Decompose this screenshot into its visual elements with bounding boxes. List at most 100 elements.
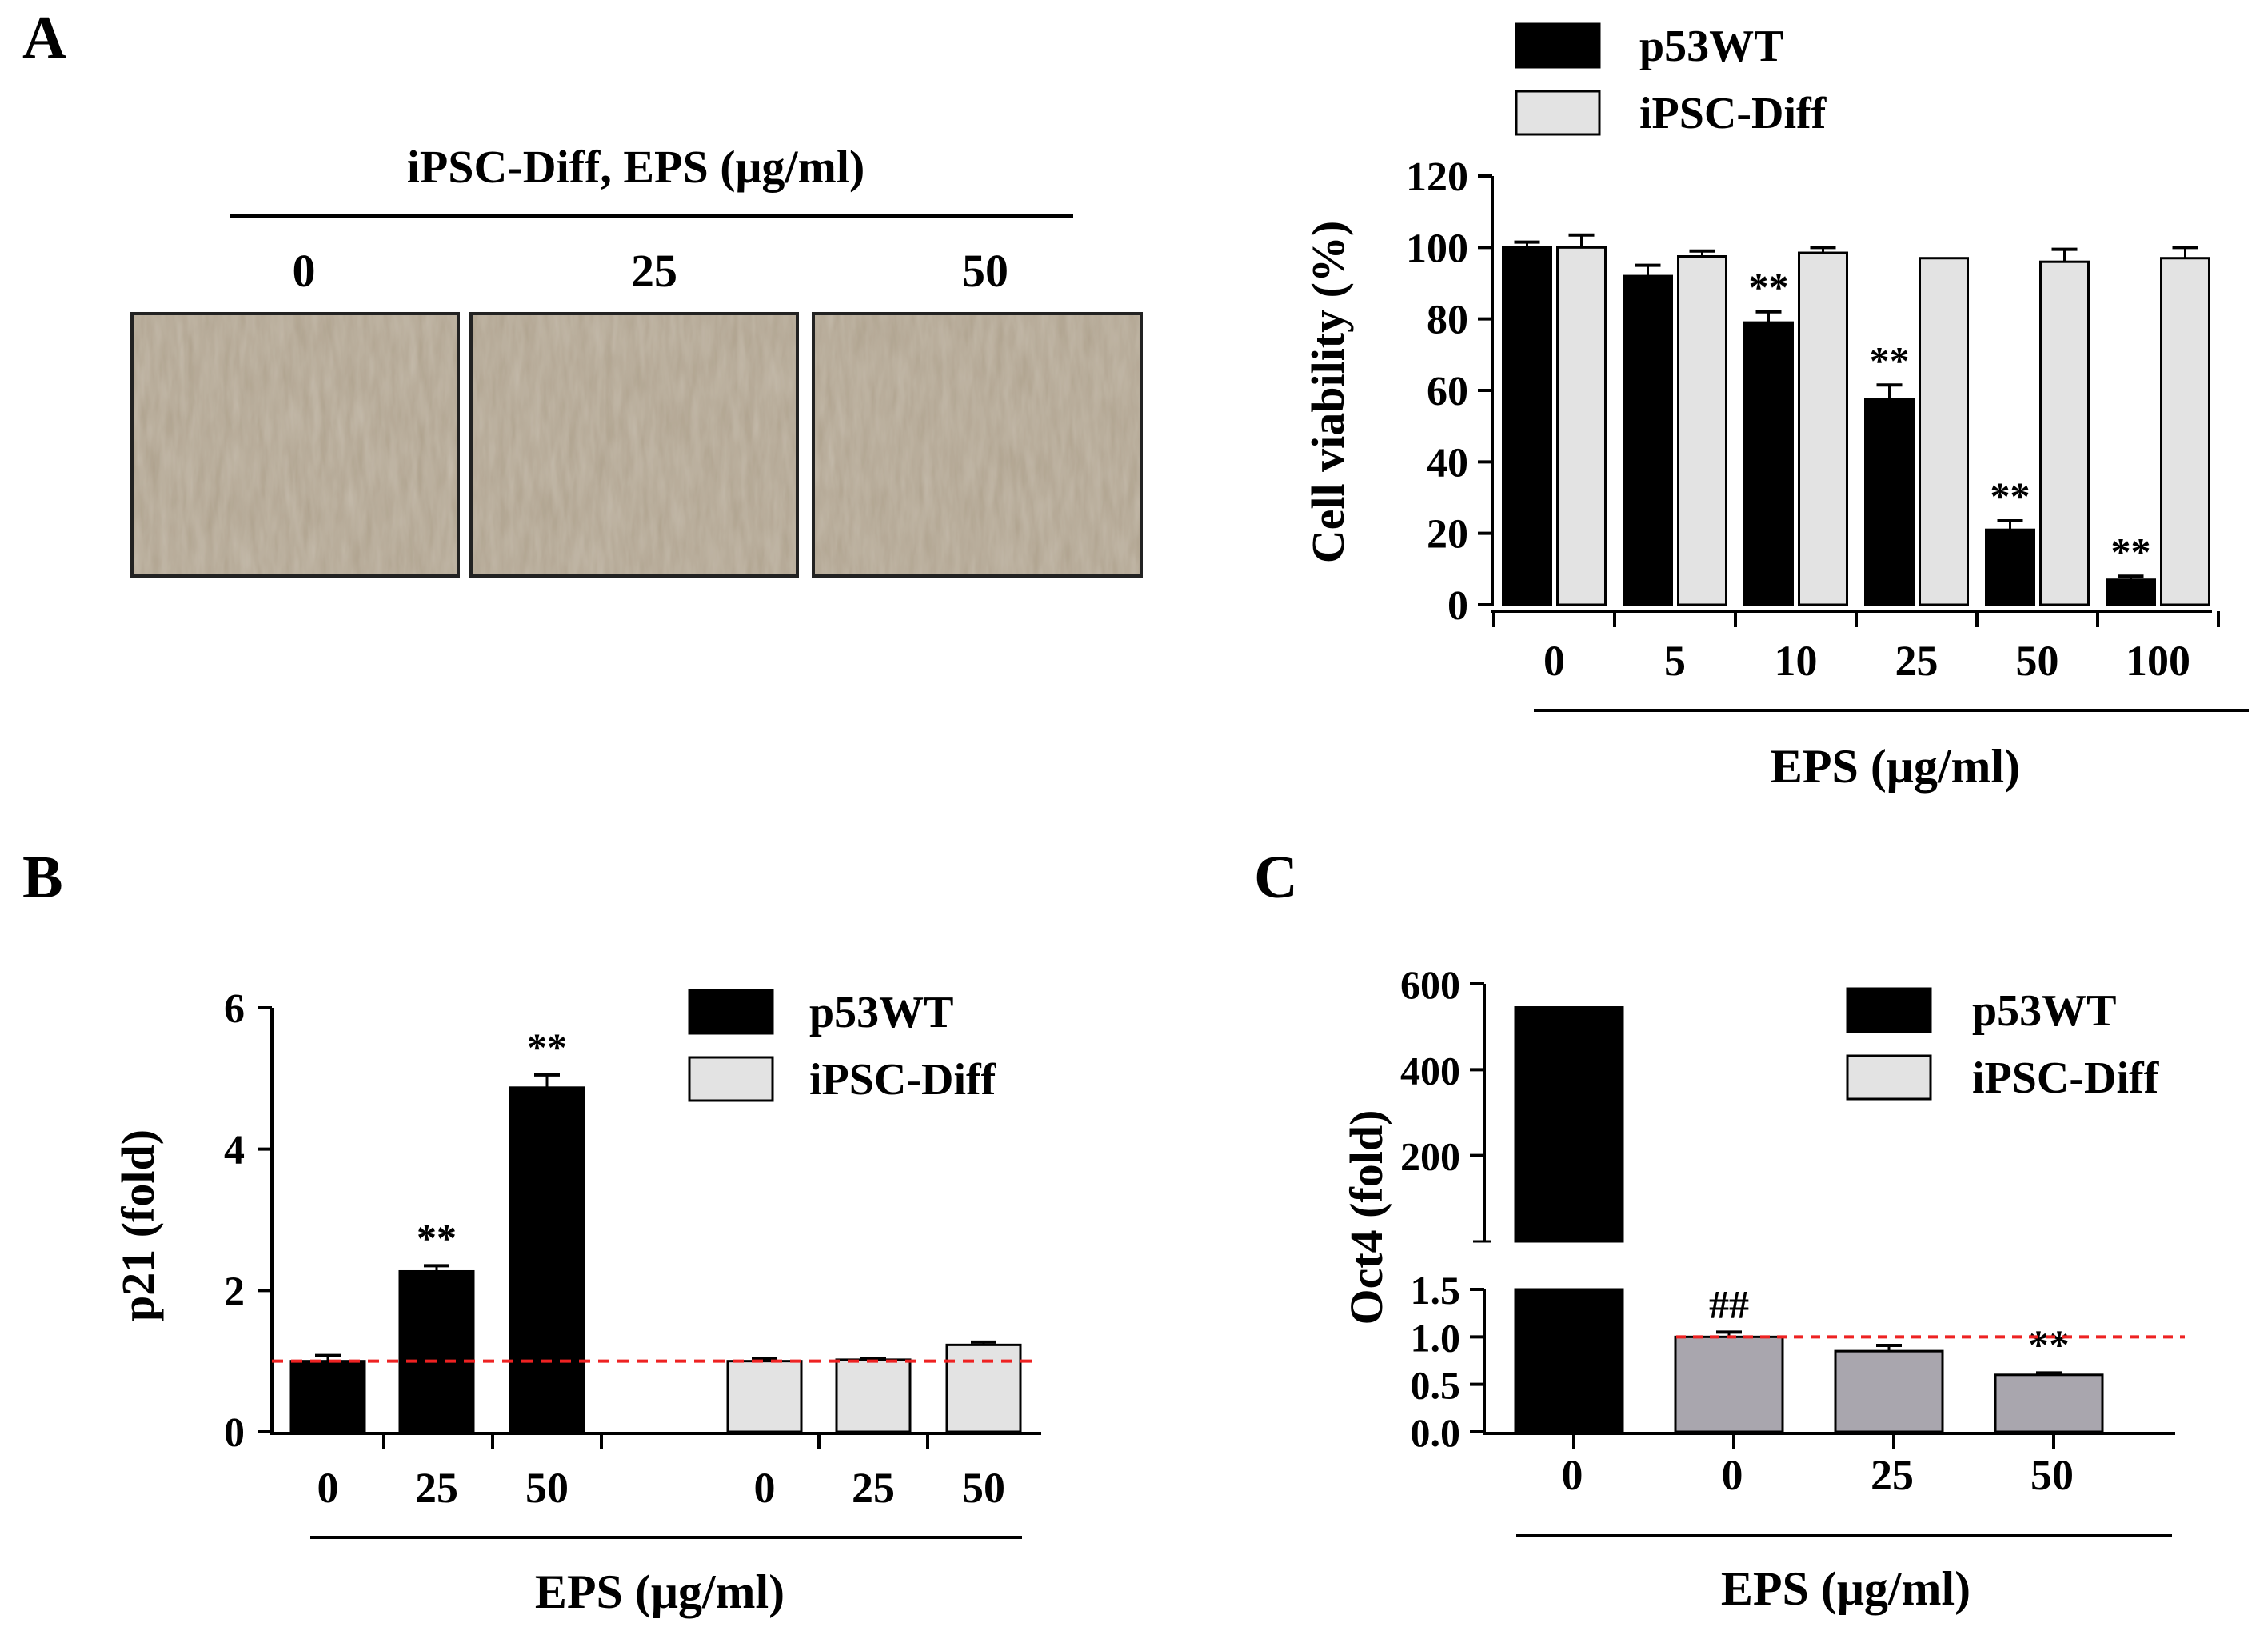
p21-x-label: EPS (μg/ml)	[535, 1565, 785, 1618]
oct4-x-tick-label: 0	[1722, 1451, 1743, 1499]
p21-bar-ipsc-25	[835, 1358, 912, 1433]
viability-y-tick-label: 120	[1406, 154, 1468, 200]
viability-sig-mark: **	[2111, 529, 2151, 574]
viability-x-tick-label: 100	[2126, 637, 2190, 685]
micrograph-dose-25: 25	[631, 245, 677, 297]
oct4-x-tick-label: 0	[1562, 1451, 1583, 1499]
oct4-upper-y-tick-label: 200	[1400, 1134, 1460, 1179]
oct4-upper-y-tick-label: 600	[1400, 962, 1460, 1007]
viability-bar-ipsc-25	[1919, 257, 1969, 606]
oct4-x-tick-label: 25	[1871, 1451, 1914, 1499]
p21-chart: p53WT iPSC-Diff p21 (fold) EPS (μg/ml) 0…	[112, 986, 1041, 1618]
micrograph-image-50	[812, 312, 1143, 578]
p21-y-tick-label: 6	[224, 986, 245, 1032]
viability-x-tick-label: 0	[1543, 637, 1565, 685]
oct4-sig-mark: **	[2028, 1322, 2070, 1368]
oct4-bar-ipsc-0	[1674, 1335, 1784, 1433]
p21-bar-p53wt-25	[398, 1269, 475, 1433]
viability-y-tick-label: 80	[1427, 298, 1468, 343]
legend-label-ipsc: iPSC-Diff	[1639, 89, 1827, 138]
oct4-legend-swatch-ipsc	[1846, 1054, 1932, 1101]
micrograph-panel: iPSC-Diff, EPS (μg/ml) 0 25 50	[130, 141, 1143, 578]
oct4-lower-y-tick-label: 0.5	[1411, 1363, 1461, 1408]
panel-label-c: C	[1254, 844, 1298, 911]
p21-legend-swatch-p53wt	[688, 989, 774, 1035]
p21-x-tick-label: 0	[317, 1464, 339, 1512]
p21-bar-ipsc-0	[726, 1360, 803, 1433]
viability-x-tick-label: 10	[1775, 637, 1818, 685]
viability-y-tick-label: 0	[1447, 583, 1468, 629]
micrograph-dose-0: 0	[293, 245, 316, 297]
viability-sig-mark: **	[1870, 338, 1910, 382]
viability-bar-ipsc-100	[2160, 257, 2210, 606]
oct4-y-label: Oct4 (fold)	[1340, 1110, 1392, 1325]
viability-bar-p53wt-10	[1743, 321, 1794, 606]
micrograph-image-25	[469, 312, 799, 578]
viability-sig-mark: **	[1990, 474, 2030, 518]
p21-x-tick-label: 50	[525, 1464, 569, 1512]
viability-bar-p53wt-100	[2106, 578, 2156, 606]
p21-bar-ipsc-50	[945, 1343, 1022, 1433]
oct4-sig-mark: ##	[1709, 1281, 1749, 1326]
viability-x-tick-label: 25	[1895, 637, 1939, 685]
viability-y-tick-label: 40	[1427, 440, 1468, 486]
p21-bar-p53wt-0	[289, 1360, 366, 1433]
viability-y-tick-label: 100	[1406, 226, 1468, 271]
p21-y-tick-label: 2	[224, 1269, 245, 1314]
p21-legend: p53WT iPSC-Diff	[688, 988, 997, 1105]
legend-swatch-ipsc	[1515, 90, 1601, 136]
p21-y-tick-label: 4	[224, 1128, 245, 1173]
viability-legend: p53WT iPSC-Diff	[1515, 22, 1827, 138]
viability-x-tick-label: 5	[1664, 637, 1686, 685]
oct4-chart: p53WT iPSC-Diff Oct4 (fold) EPS (μg/ml) …	[1340, 962, 2185, 1615]
p21-sig-mark: **	[527, 1025, 567, 1069]
legend-swatch-p53wt	[1515, 22, 1601, 69]
p21-sig-mark: **	[417, 1215, 457, 1260]
viability-x-label: EPS (μg/ml)	[1771, 740, 2020, 793]
oct4-lower-y-tick-label: 0.0	[1411, 1410, 1461, 1455]
oct4-upper-y-tick-label: 400	[1400, 1048, 1460, 1093]
p21-bar-p53wt-50	[509, 1086, 585, 1433]
p21-y-tick-label: 0	[224, 1410, 245, 1456]
oct4-bar-ipsc-25	[1834, 1349, 1944, 1433]
oct4-x-tick-label: 50	[2030, 1451, 2074, 1499]
oct4-bar-p53wt-lower	[1514, 1288, 1624, 1433]
viability-bar-p53wt-50	[1985, 528, 2035, 606]
oct4-legend-swatch-p53wt	[1846, 987, 1932, 1033]
viability-bar-p53wt-25	[1864, 398, 1915, 606]
p21-legend-label-p53wt: p53WT	[809, 988, 954, 1037]
viability-bar-ipsc-50	[2039, 260, 2090, 606]
oct4-legend-label-ipsc: iPSC-Diff	[1972, 1053, 2160, 1103]
viability-y-label: Cell viability (%)	[1302, 221, 1354, 564]
viability-y-tick-label: 20	[1427, 512, 1468, 558]
oct4-lower-y-tick-label: 1.5	[1411, 1268, 1461, 1313]
micrograph-image-0	[130, 312, 460, 578]
oct4-legend: p53WT iPSC-Diff	[1846, 986, 2160, 1103]
viability-bar-p53wt-0	[1502, 246, 1552, 606]
p21-y-label: p21 (fold)	[112, 1129, 164, 1321]
viability-bar-ipsc-0	[1556, 246, 1607, 606]
micrograph-header: iPSC-Diff, EPS (μg/ml)	[407, 141, 865, 193]
p21-x-tick-label: 0	[754, 1464, 776, 1512]
oct4-bar-ipsc-50	[1994, 1373, 2104, 1433]
viability-x-tick-label: 50	[2016, 637, 2059, 685]
oct4-legend-label-p53wt: p53WT	[1972, 986, 2117, 1036]
micrograph-dose-50: 50	[962, 245, 1008, 297]
viability-bar-p53wt-5	[1623, 274, 1673, 606]
viability-chart: p53WT iPSC-Diff Cell viability (%) EPS (…	[1302, 22, 2249, 793]
p21-legend-swatch-ipsc	[688, 1056, 774, 1102]
viability-bar-ipsc-10	[1798, 251, 1848, 606]
p21-legend-label-ipsc: iPSC-Diff	[809, 1055, 997, 1105]
viability-sig-mark: **	[1749, 265, 1789, 310]
oct4-bar-p53wt-upper	[1514, 1006, 1624, 1243]
p21-x-tick-label: 50	[962, 1464, 1005, 1512]
p21-x-tick-label: 25	[852, 1464, 895, 1512]
oct4-lower-y-tick-label: 1.0	[1411, 1315, 1461, 1360]
viability-y-tick-label: 60	[1427, 369, 1468, 414]
panel-label-a: A	[22, 4, 66, 71]
oct4-x-label: EPS (μg/ml)	[1721, 1562, 1971, 1615]
p21-x-tick-label: 25	[415, 1464, 458, 1512]
viability-bar-ipsc-5	[1677, 255, 1727, 606]
legend-label-p53wt: p53WT	[1639, 22, 1784, 71]
panel-label-b: B	[22, 844, 63, 911]
